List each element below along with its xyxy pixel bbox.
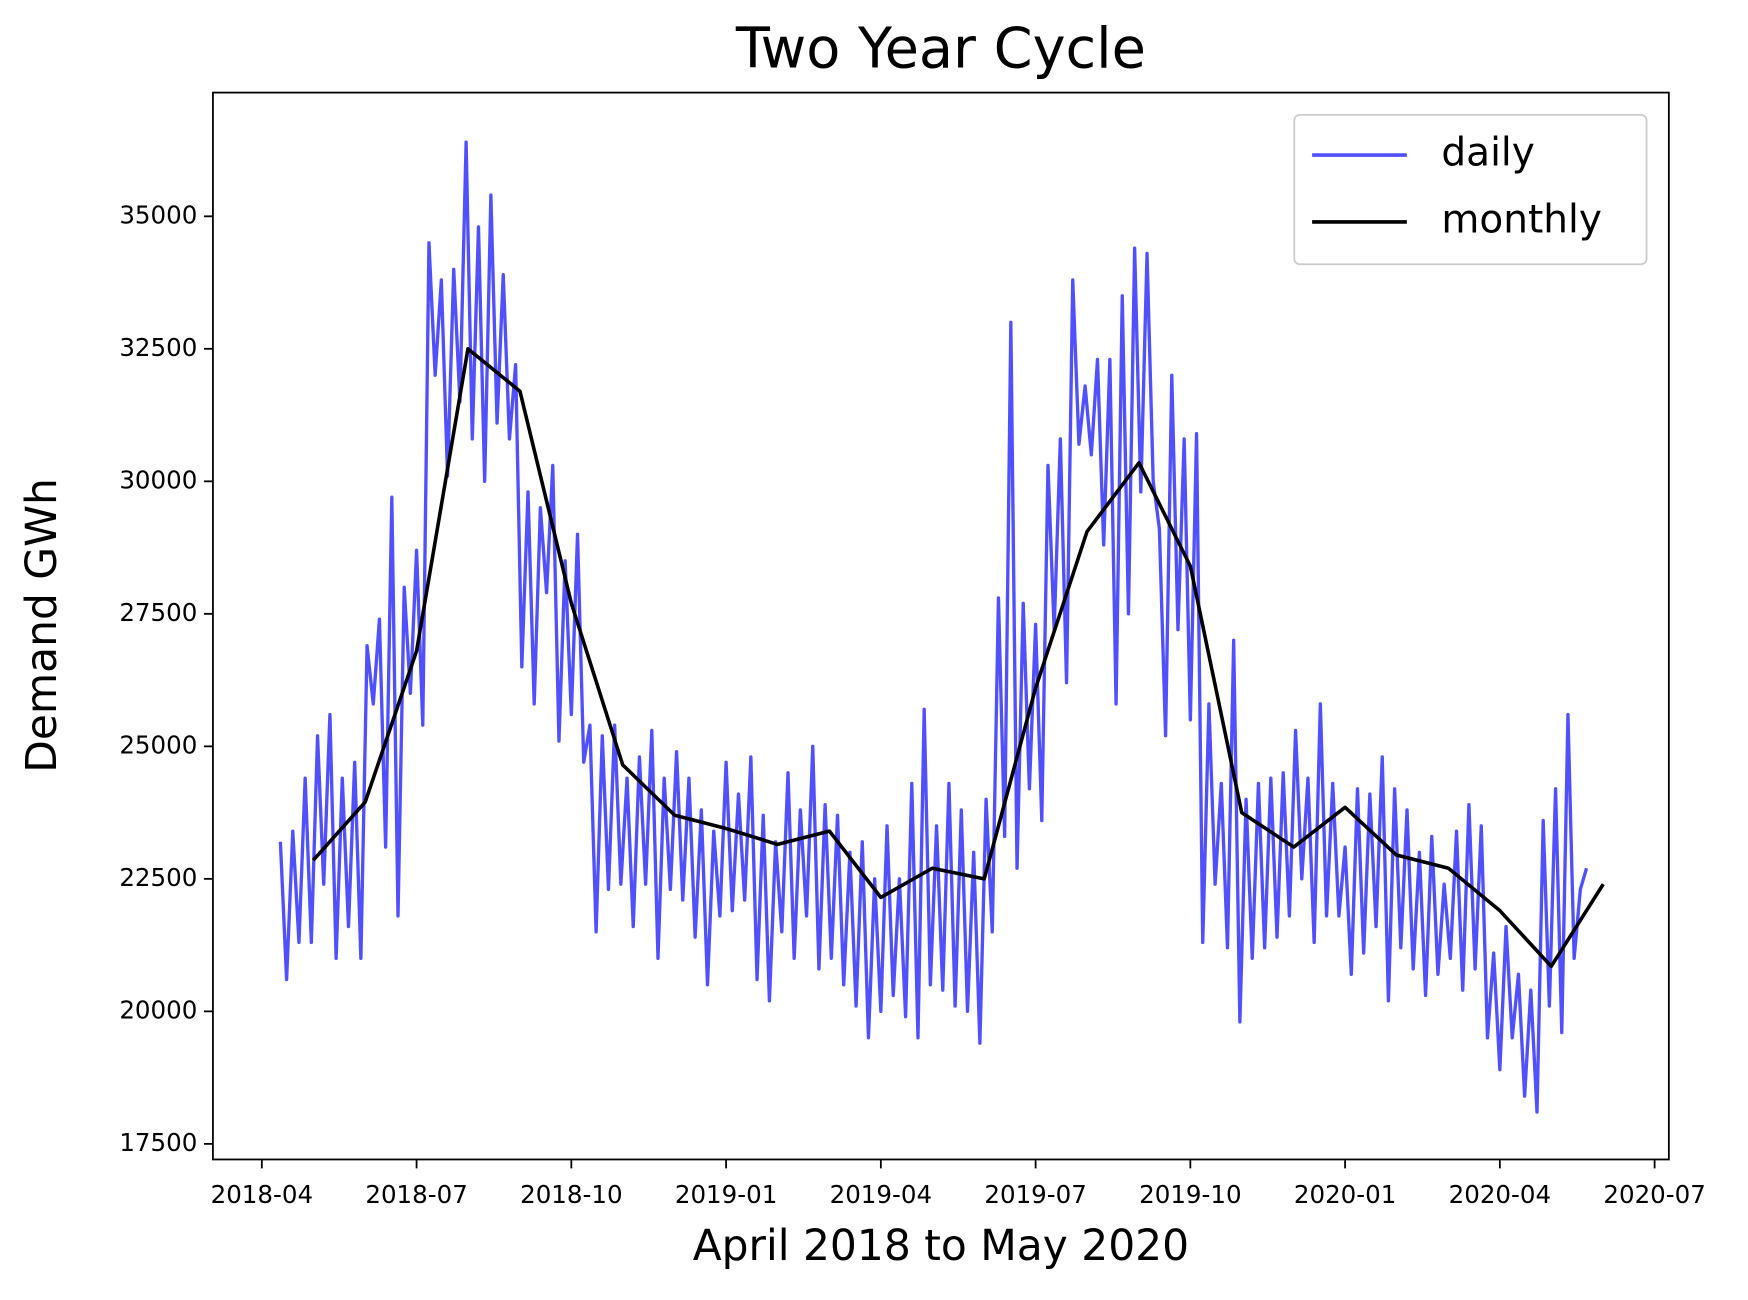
x-tick-label: 2019-01 xyxy=(675,1180,777,1209)
x-tick-label: 2020-01 xyxy=(1294,1180,1396,1209)
y-tick-label: 30000 xyxy=(119,465,197,494)
legend: daily monthly xyxy=(1293,114,1648,266)
x-tick-label: 2018-04 xyxy=(211,1180,313,1209)
series-line xyxy=(278,140,1589,1114)
y-axis-label: Demand GWh xyxy=(17,478,66,773)
x-tick-label: 2019-04 xyxy=(830,1180,932,1209)
legend-label: daily xyxy=(1441,131,1534,176)
x-tick-label: 2020-07 xyxy=(1603,1180,1705,1209)
x-tick-label: 2019-07 xyxy=(984,1180,1086,1209)
y-tick-label: 17500 xyxy=(119,1128,197,1157)
axes-frame xyxy=(212,91,1670,1161)
y-tick-label: 35000 xyxy=(119,200,197,229)
plot-area xyxy=(278,140,1605,1114)
y-tick-label: 25000 xyxy=(119,730,197,759)
legend-label: monthly xyxy=(1441,197,1602,242)
series-line xyxy=(311,347,1605,969)
chart-title: Two Year Cycle xyxy=(735,17,1146,82)
y-tick-label: 32500 xyxy=(119,333,197,362)
x-tick-label: 2019-10 xyxy=(1139,1180,1241,1209)
legend-box xyxy=(1293,114,1648,266)
x-tick-label: 2018-07 xyxy=(365,1180,467,1209)
y-tick-label: 22500 xyxy=(119,863,197,892)
y-tick-label: 27500 xyxy=(119,598,197,627)
x-axis-label: April 2018 to May 2020 xyxy=(693,1221,1189,1270)
y-tick-label: 20000 xyxy=(119,995,197,1024)
x-tick-label: 2018-10 xyxy=(520,1180,622,1209)
x-tick-label: 2020-04 xyxy=(1449,1180,1551,1209)
